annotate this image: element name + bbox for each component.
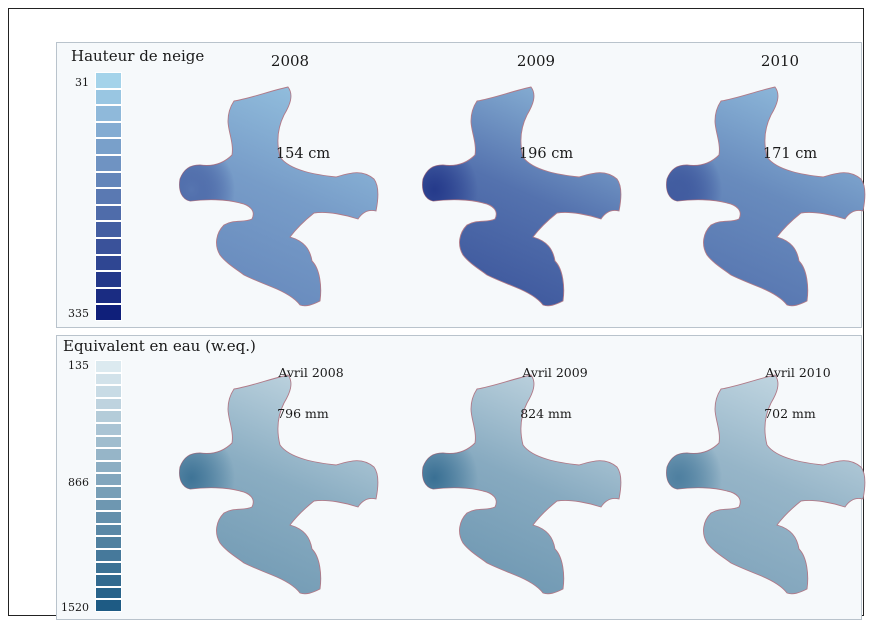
snow-map-value-2009: 196 cm: [518, 146, 574, 162]
water-equivalent-title: Equivalent en eau (w.eq.): [63, 337, 256, 355]
swe-legend-swatch: [95, 385, 122, 398]
swe-legend-swatch: [95, 574, 122, 587]
snow-map-year-2009: 2009: [516, 52, 556, 70]
snow-depth-panel: Hauteur de neige 31 335 2008 2009 2010 1…: [56, 42, 866, 328]
snow-legend-swatch: [95, 155, 122, 172]
snow-map-value-2008: 154 cm: [275, 146, 331, 162]
water-equivalent-color-legend: [95, 360, 122, 612]
swe-legend-min-label: 135: [68, 359, 89, 372]
snow-legend-swatch: [95, 238, 122, 255]
swe-legend-swatch: [95, 498, 122, 512]
snow-legend-swatch: [95, 254, 122, 272]
swe-map-value-2009: 824 mm: [520, 406, 572, 421]
swe-legend-swatch: [95, 410, 122, 423]
swe-legend-swatch: [95, 397, 122, 411]
water-equivalent-panel: Equivalent en eau (w.eq.) 135 866 1520 A…: [56, 335, 866, 620]
snow-legend-swatch: [95, 72, 122, 89]
snow-legend-swatch: [95, 271, 122, 288]
snow-map-year-2010: 2010: [760, 52, 800, 70]
snow-legend-swatch: [95, 138, 122, 155]
swe-legend-swatch: [95, 536, 122, 549]
snow-depth-color-legend: [95, 72, 122, 321]
swe-legend-swatch: [95, 372, 122, 386]
swe-legend-swatch: [95, 599, 122, 612]
swe-map-2010: [666, 374, 866, 595]
snow-legend-min-label: 31: [75, 76, 89, 89]
swe-map-date-2010: Avril 2010: [765, 365, 831, 380]
snow-legend-swatch: [95, 287, 122, 305]
snow-legend-swatch: [95, 171, 122, 189]
snow-legend-swatch: [95, 105, 122, 122]
swe-legend-swatch: [95, 360, 122, 373]
swe-legend-swatch: [95, 561, 122, 575]
snow-legend-swatch: [95, 121, 122, 139]
swe-legend-swatch: [95, 511, 122, 524]
snow-legend-swatch: [95, 304, 122, 321]
swe-legend-swatch: [95, 460, 122, 474]
snow-map-value-2010: 171 cm: [762, 146, 818, 162]
swe-legend-mid-label: 866: [68, 476, 89, 489]
snow-legend-swatch: [95, 188, 122, 205]
snow-map-2009: [422, 86, 622, 307]
swe-legend-swatch: [95, 523, 122, 537]
swe-legend-swatch: [95, 486, 122, 499]
swe-legend-swatch: [95, 423, 122, 436]
snow-depth-title: Hauteur de neige: [71, 47, 205, 65]
snow-map-2008: [179, 86, 379, 307]
figure-frame: Hauteur de neige 31 335 2008 2009 2010 1…: [8, 8, 866, 620]
swe-map-value-2010: 702 mm: [764, 406, 816, 421]
swe-map-date-2008: Avril 2008: [278, 365, 344, 380]
swe-legend-swatch: [95, 473, 122, 486]
snow-legend-swatch: [95, 221, 122, 238]
swe-legend-swatch: [95, 448, 122, 461]
snow-map-year-2008: 2008: [270, 52, 310, 70]
swe-map-date-2009: Avril 2009: [522, 365, 588, 380]
swe-map-2009: [422, 374, 622, 595]
swe-map-value-2008: 796 mm: [277, 406, 329, 421]
snow-legend-swatch: [95, 204, 122, 222]
swe-legend-swatch: [95, 549, 122, 562]
snow-legend-max-label: 335: [68, 307, 89, 320]
swe-map-2008: [179, 374, 379, 595]
swe-legend-swatch: [95, 586, 122, 600]
swe-legend-max-label: 1520: [61, 601, 89, 614]
snow-legend-swatch: [95, 88, 122, 106]
snow-map-2010: [666, 86, 866, 307]
swe-legend-swatch: [95, 435, 122, 449]
